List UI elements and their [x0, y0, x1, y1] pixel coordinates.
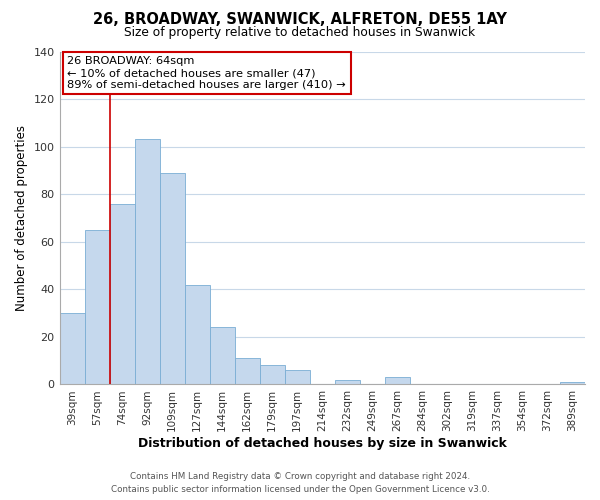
Bar	[110, 204, 134, 384]
Bar	[560, 382, 585, 384]
Text: 26, BROADWAY, SWANWICK, ALFRETON, DE55 1AY: 26, BROADWAY, SWANWICK, ALFRETON, DE55 1…	[93, 12, 507, 28]
Bar	[160, 173, 185, 384]
Bar	[260, 366, 285, 384]
Bar	[85, 230, 110, 384]
Text: Size of property relative to detached houses in Swanwick: Size of property relative to detached ho…	[124, 26, 476, 39]
Bar	[335, 380, 360, 384]
Bar	[59, 313, 85, 384]
X-axis label: Distribution of detached houses by size in Swanwick: Distribution of detached houses by size …	[138, 437, 507, 450]
Text: Contains HM Land Registry data © Crown copyright and database right 2024.
Contai: Contains HM Land Registry data © Crown c…	[110, 472, 490, 494]
Bar	[209, 328, 235, 384]
Bar	[134, 140, 160, 384]
Bar	[185, 284, 209, 384]
Bar	[285, 370, 310, 384]
Y-axis label: Number of detached properties: Number of detached properties	[15, 125, 28, 311]
Bar	[235, 358, 260, 384]
Text: 26 BROADWAY: 64sqm
← 10% of detached houses are smaller (47)
89% of semi-detache: 26 BROADWAY: 64sqm ← 10% of detached hou…	[67, 56, 346, 90]
Bar	[385, 378, 410, 384]
